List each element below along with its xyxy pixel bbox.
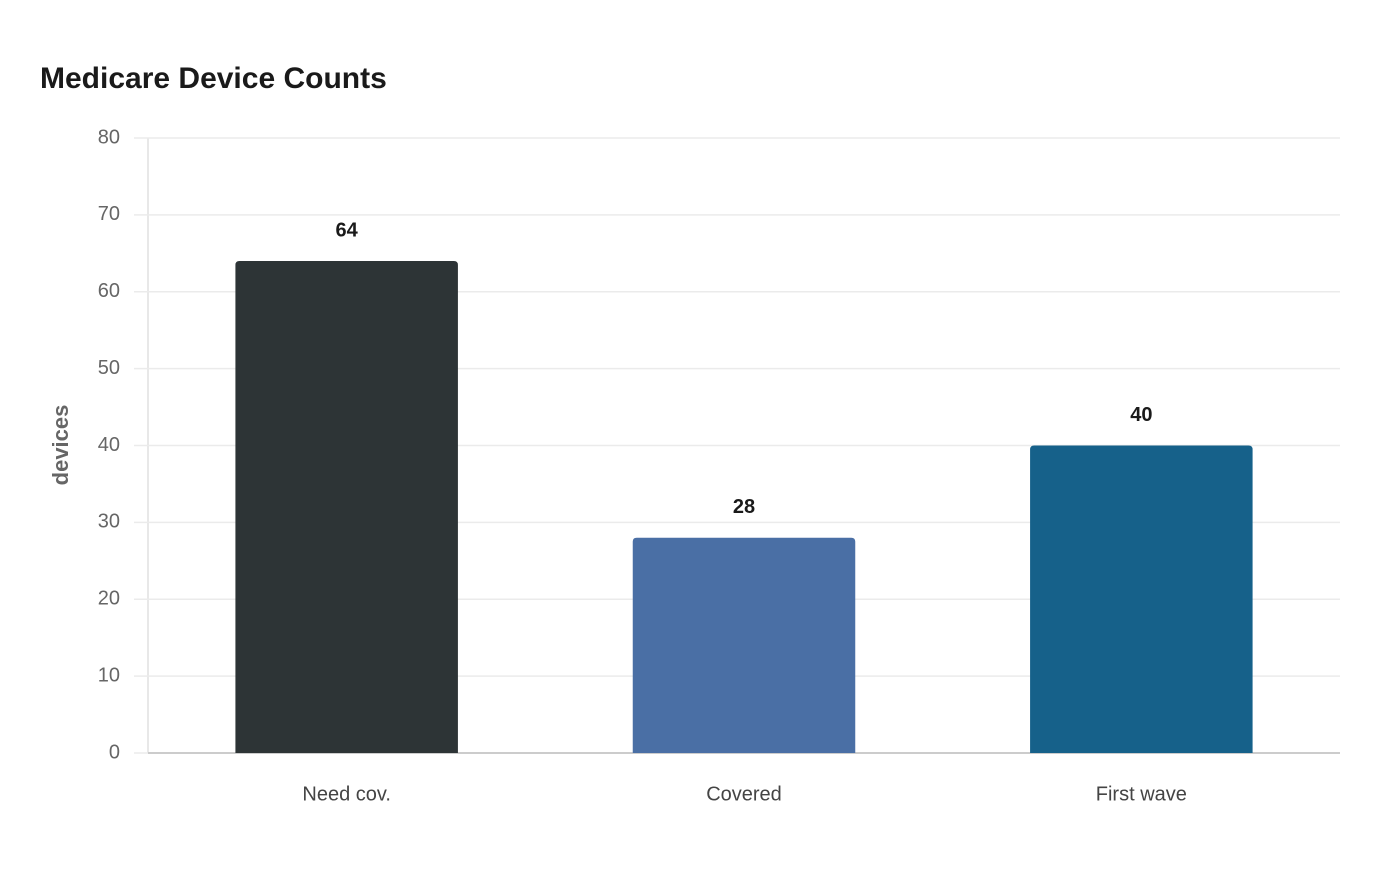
y-tick-label: 30 <box>98 511 120 533</box>
value-label: 28 <box>733 496 755 518</box>
value-label: 40 <box>1130 404 1152 426</box>
y-tick-label: 0 <box>109 741 120 763</box>
y-tick-label: 70 <box>98 203 120 225</box>
y-tick-label: 10 <box>98 664 120 686</box>
y-tick-label: 20 <box>98 588 120 610</box>
chart-title: Medicare Device Counts <box>40 62 387 95</box>
y-axis-label: devices <box>48 405 73 486</box>
value-label: 64 <box>336 219 359 241</box>
x-tick-label: Covered <box>706 783 782 805</box>
x-tick-label: Need cov. <box>302 783 391 805</box>
bar <box>1030 445 1253 753</box>
y-tick-label: 60 <box>98 280 120 302</box>
bar <box>235 261 458 753</box>
y-tick-label: 50 <box>98 357 120 379</box>
y-tick-label: 40 <box>98 434 120 456</box>
x-tick-label: First wave <box>1096 783 1187 805</box>
bar <box>632 537 856 753</box>
y-tick-label: 80 <box>98 126 120 148</box>
